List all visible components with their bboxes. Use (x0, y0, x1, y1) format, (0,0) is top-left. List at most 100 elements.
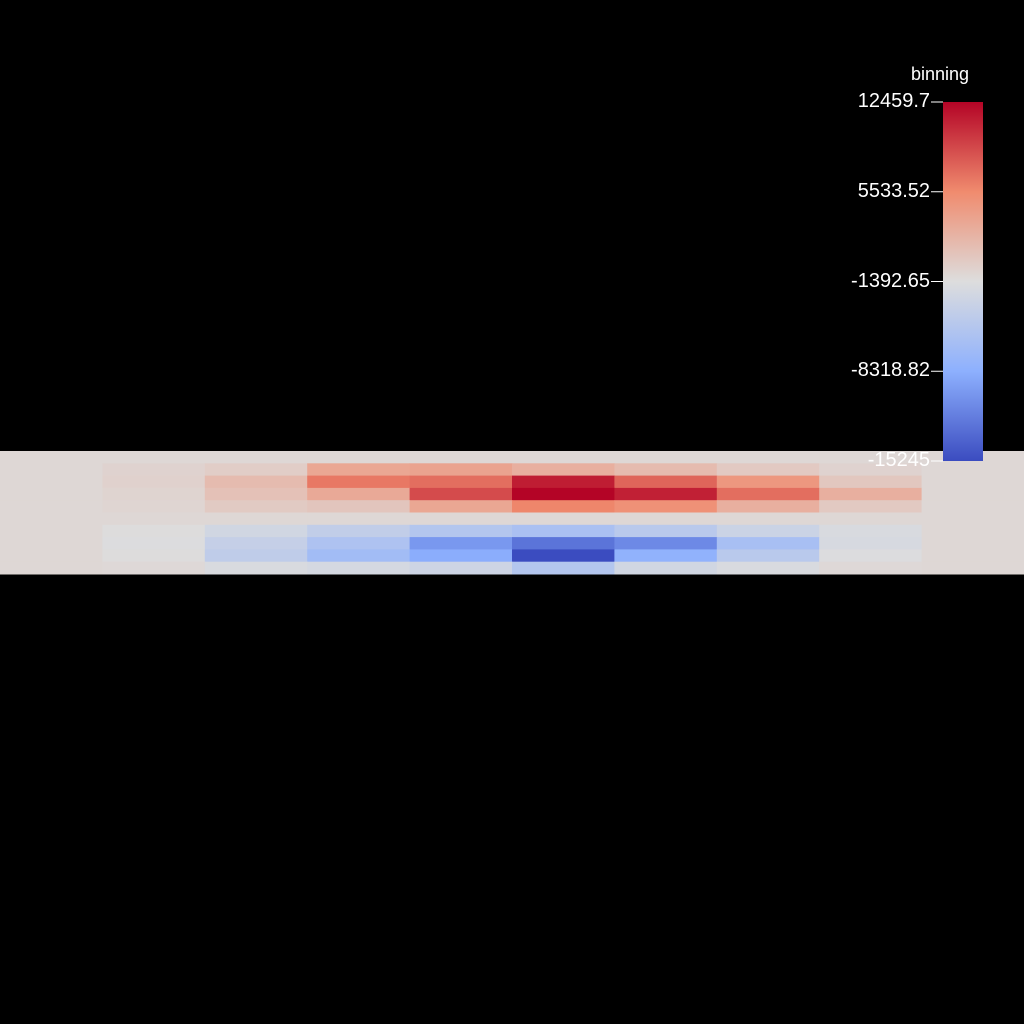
heatmap-cell (614, 561, 718, 575)
heatmap-cell (307, 475, 411, 489)
heatmap-cell (102, 487, 206, 501)
heatmap-cell (0, 487, 103, 501)
heatmap-cell (0, 475, 103, 489)
heatmap-cell (819, 512, 923, 526)
heatmap-cell (512, 463, 615, 477)
heatmap-cell (204, 475, 308, 489)
heatmap-cell (921, 451, 1024, 464)
heatmap-cell (716, 524, 820, 538)
heatmap-cell (204, 487, 308, 501)
heatmap-cell (614, 549, 718, 563)
heatmap-cell (716, 475, 820, 489)
heatmap-cell (0, 500, 103, 513)
heatmap-cell (204, 524, 308, 538)
heatmap-cell (614, 487, 718, 501)
heatmap-cell (921, 537, 1024, 550)
heatmap-cell (204, 500, 308, 513)
heatmap-cell (716, 463, 820, 477)
heatmap-cell (409, 487, 513, 501)
heatmap-cell (819, 524, 923, 538)
heatmap-cell (307, 500, 411, 513)
heatmap-cell (0, 549, 103, 563)
heatmap-cell (716, 500, 820, 513)
heatmap-cell (102, 475, 206, 489)
heatmap-cell (921, 549, 1024, 563)
heatmap-cell (102, 463, 206, 477)
heatmap-cell (512, 500, 615, 513)
heatmap-cell (819, 451, 923, 464)
heatmap-cell (204, 463, 308, 477)
heatmap-cell (102, 512, 206, 526)
heatmap-cell (716, 549, 820, 563)
heatmap-cell (921, 475, 1024, 489)
heatmap-cell (819, 549, 923, 563)
heatmap-cell (512, 561, 615, 575)
heatmap-cell (204, 451, 308, 464)
heatmap-cell (819, 500, 923, 513)
heatmap-cell (819, 463, 923, 477)
heatmap-cell (614, 451, 718, 464)
heatmap-cell (716, 487, 820, 501)
heatmap-cell (102, 549, 206, 563)
heatmap-cell (0, 561, 103, 575)
heatmap-cell (614, 537, 718, 550)
heatmap-cell (512, 512, 615, 526)
heatmap-cell (0, 451, 103, 464)
heatmap-cell (716, 512, 820, 526)
heatmap-cell (819, 537, 923, 550)
heatmap-cell (512, 537, 615, 550)
heatmap-cell (716, 537, 820, 550)
heatmap-cells (0, 451, 1024, 575)
heatmap-cell (102, 561, 206, 575)
heatmap-cell (0, 512, 103, 526)
heatmap-cell (921, 500, 1024, 513)
heatmap-cell (614, 475, 718, 489)
heatmap-cell (921, 487, 1024, 501)
heatmap-cell (307, 487, 411, 501)
heatmap-cell (512, 487, 615, 501)
heatmap-cell (307, 537, 411, 550)
heatmap-cell (102, 500, 206, 513)
heatmap-cell (102, 451, 206, 464)
heatmap-cell (204, 512, 308, 526)
heatmap-cell (512, 451, 615, 464)
heatmap-cell (409, 451, 513, 464)
heatmap-cell (409, 561, 513, 575)
heatmap-cell (409, 463, 513, 477)
heatmap-cell (716, 451, 820, 464)
heatmap-cell (102, 524, 206, 538)
heatmap-cell (614, 463, 718, 477)
heatmap-cell (409, 549, 513, 563)
heatmap-cell (204, 549, 308, 563)
heatmap-cell (409, 475, 513, 489)
heatmap-cell (409, 537, 513, 550)
heatmap-cell (409, 512, 513, 526)
heatmap-cell (307, 512, 411, 526)
heatmap-cell (614, 524, 718, 538)
heatmap-cell (921, 561, 1024, 575)
heatmap-cell (819, 475, 923, 489)
heatmap-cell (204, 561, 308, 575)
heatmap-cell (0, 537, 103, 550)
heatmap-cell (716, 561, 820, 575)
heatmap-cell (819, 487, 923, 501)
heatmap-cell (307, 524, 411, 538)
heatmap-cell (307, 463, 411, 477)
heatmap-cell (307, 561, 411, 575)
heatmap-cell (0, 463, 103, 477)
heatmap-cell (921, 512, 1024, 526)
heatmap-cell (614, 500, 718, 513)
heatmap-cell (921, 524, 1024, 538)
heatmap-cell (921, 463, 1024, 477)
heatmap-cell (512, 475, 615, 489)
heatmap-cell (512, 524, 615, 538)
heatmap-cell (614, 512, 718, 526)
heatmap-cell (102, 537, 206, 550)
heatmap-cell (204, 537, 308, 550)
heatmap-cell (819, 561, 923, 575)
heatmap-cell (307, 549, 411, 563)
heatmap-cell (512, 549, 615, 563)
heatmap-cell (307, 451, 411, 464)
heatmap-cell (409, 524, 513, 538)
